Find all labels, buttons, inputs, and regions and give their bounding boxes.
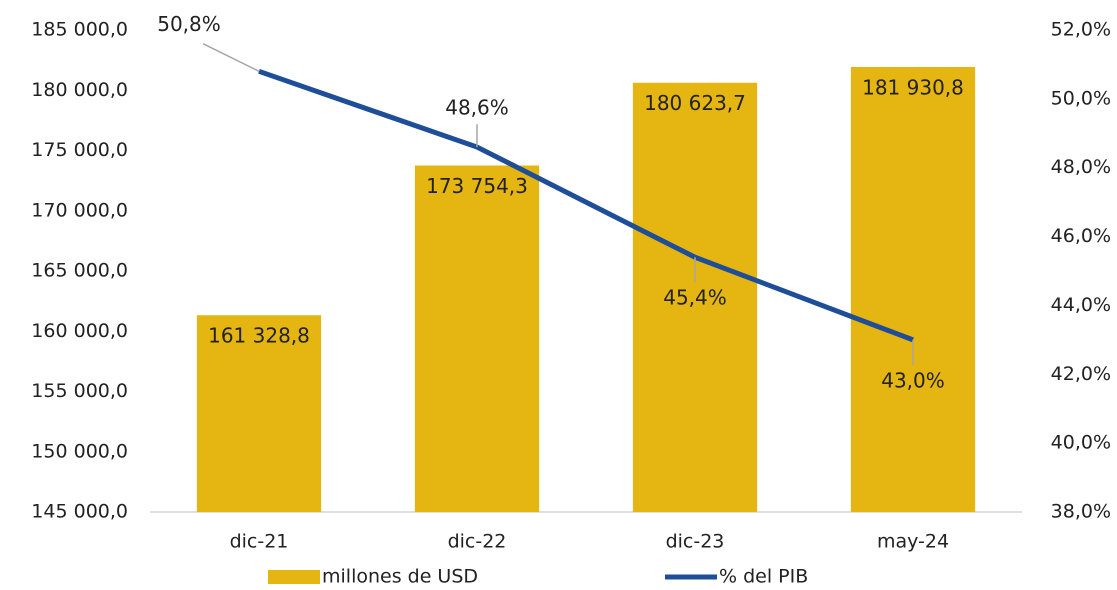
y2-tick-label: 52,0% — [1051, 19, 1111, 41]
bar-value-label: 180 623,7 — [644, 91, 746, 115]
y-tick-label: 155 000,0 — [31, 380, 128, 402]
y-tick-label: 175 000,0 — [31, 139, 128, 161]
legend-label: millones de USD — [322, 566, 478, 588]
x-tick-label: may-24 — [877, 531, 949, 553]
y-tick-label: 150 000,0 — [31, 440, 128, 462]
line-value-label: 45,4% — [663, 286, 727, 310]
line-value-label: 43,0% — [881, 368, 945, 392]
y2-tick-label: 50,0% — [1051, 87, 1111, 109]
y-tick-label: 185 000,0 — [31, 19, 128, 41]
y2-tick-label: 40,0% — [1051, 432, 1111, 454]
line — [258, 68, 914, 343]
y-tick-label: 165 000,0 — [31, 260, 128, 282]
y2-tick-label: 38,0% — [1051, 501, 1111, 523]
legend-label: % del PIB — [719, 566, 808, 588]
legend-swatch — [268, 570, 320, 584]
bar-value-label: 181 930,8 — [862, 75, 964, 99]
leader-line — [202, 43, 260, 72]
x-tick-label: dic-22 — [448, 531, 507, 553]
y2-tick-label: 44,0% — [1051, 294, 1111, 316]
bar — [632, 82, 758, 513]
y2-tick-label: 42,0% — [1051, 363, 1111, 385]
line-value-label: 50,8% — [157, 12, 221, 36]
y2-tick-label: 48,0% — [1051, 156, 1111, 178]
bar — [196, 315, 322, 512]
bar — [850, 66, 976, 512]
line-value-label: 48,6% — [445, 96, 509, 120]
x-tick-label: dic-21 — [230, 531, 289, 553]
y-tick-label: 180 000,0 — [31, 79, 128, 101]
y-tick-label: 170 000,0 — [31, 199, 128, 221]
x-tick-label: dic-23 — [666, 531, 725, 553]
bar-value-label: 173 754,3 — [426, 174, 528, 198]
y-tick-label: 160 000,0 — [31, 320, 128, 342]
bar-value-label: 161 328,8 — [208, 324, 310, 348]
y2-tick-label: 46,0% — [1051, 225, 1111, 247]
bar — [414, 165, 540, 512]
y-tick-label: 145 000,0 — [31, 501, 128, 523]
